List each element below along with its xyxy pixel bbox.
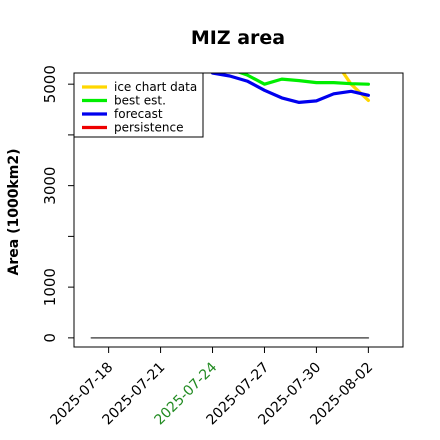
chart-title: MIZ area — [191, 27, 285, 49]
y-tick-label: 1000 — [41, 268, 59, 306]
series-line-best-est — [236, 73, 370, 86]
y-axis-label: Area (1000km2) — [6, 149, 22, 276]
legend-label: persistence — [114, 121, 183, 135]
plot-frame — [73, 72, 404, 348]
x-axis: 2025-07-182025-07-212025-07-242025-07-27… — [48, 347, 376, 428]
legend-label: forecast — [114, 107, 163, 121]
legend-label: ice chart data — [114, 80, 197, 94]
y-tick-label: 5000 — [41, 65, 59, 103]
series-layer — [90, 73, 370, 339]
legend-label: best est. — [114, 94, 166, 108]
y-axis: 0 1000 3000 5000 — [41, 65, 74, 343]
series-line-forecast — [210, 73, 370, 104]
y-tick-label: 3000 — [41, 167, 59, 205]
y-tick-label: 0 — [41, 333, 59, 343]
